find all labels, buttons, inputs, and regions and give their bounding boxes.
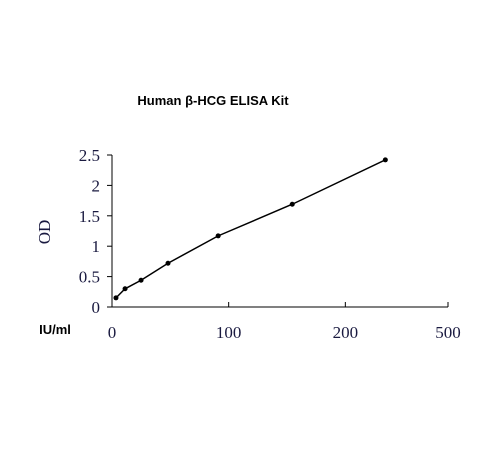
y-tick-label: 0 bbox=[92, 298, 101, 317]
x-tick-label: 0 bbox=[108, 323, 117, 342]
x-axis-label: IU/ml bbox=[39, 322, 71, 337]
chart-title: Human β-HCG ELISA Kit bbox=[137, 93, 289, 108]
data-point bbox=[138, 277, 144, 283]
y-tick-label: 1.5 bbox=[79, 207, 100, 226]
y-axis-label: OD bbox=[35, 220, 54, 245]
y-tick-label: 2.5 bbox=[79, 146, 100, 165]
y-tick-label: 1 bbox=[92, 237, 101, 256]
x-tick-label: 100 bbox=[216, 323, 242, 342]
data-point bbox=[165, 260, 171, 266]
data-point bbox=[122, 286, 128, 292]
data-point bbox=[382, 157, 388, 163]
data-point bbox=[113, 295, 119, 301]
data-line bbox=[115, 159, 386, 299]
y-tick-label: 2 bbox=[92, 176, 101, 195]
data-point bbox=[215, 233, 221, 239]
x-tick-label: 500 bbox=[435, 323, 461, 342]
data-point bbox=[289, 201, 295, 207]
x-tick-label: 200 bbox=[333, 323, 359, 342]
y-tick-label: 0.5 bbox=[79, 268, 100, 287]
